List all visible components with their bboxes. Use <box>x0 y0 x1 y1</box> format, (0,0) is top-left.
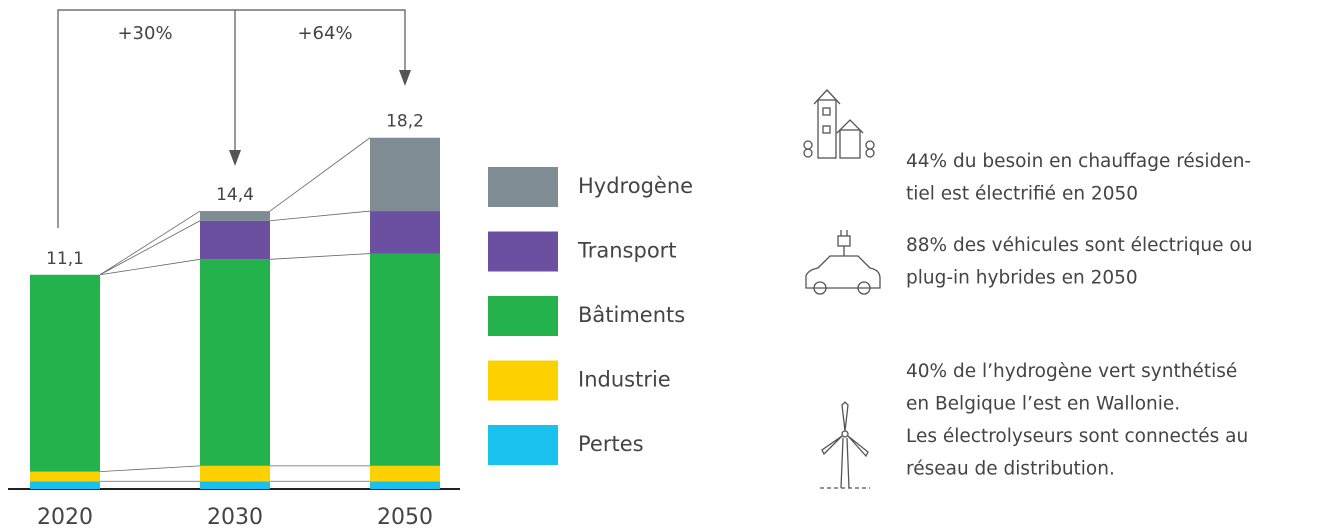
bar-segment <box>370 211 440 254</box>
connector <box>269 137 371 212</box>
legend-label: Hydrogène <box>578 174 693 198</box>
legend-swatch <box>488 360 558 401</box>
bar-segment <box>200 481 270 489</box>
info-text: en Belgique l’est en Wallonie. <box>906 394 1180 415</box>
icon-house <box>803 89 875 159</box>
legend-label: Pertes <box>578 432 644 456</box>
bar-segment <box>200 465 270 482</box>
growth-arrows <box>57 9 406 228</box>
legend-swatch <box>488 231 558 272</box>
info-text: 44% du besoin en chauffage résiden- <box>906 151 1251 172</box>
total-label: 18,2 <box>386 112 424 132</box>
connector <box>269 253 371 260</box>
info-text: tiel est électrifié en 2050 <box>906 184 1138 205</box>
bar-segment <box>370 465 440 482</box>
bar-segment <box>200 211 270 221</box>
legend-label: Industrie <box>578 368 671 392</box>
info-text: 88% des véhicules sont électrique ou <box>906 235 1252 256</box>
annotation: +30% <box>117 23 172 44</box>
connector <box>99 210 201 276</box>
icon-car <box>805 230 881 295</box>
bar-segment <box>370 253 440 466</box>
legend-swatch <box>488 167 558 207</box>
legend-label: Transport <box>577 239 677 263</box>
legend-swatch <box>488 425 558 465</box>
arrow-head <box>399 70 411 86</box>
connector <box>99 220 201 276</box>
legend-label: Bâtiments <box>578 303 685 327</box>
connector <box>99 258 201 276</box>
annotation: +64% <box>297 23 352 44</box>
connector <box>269 210 371 222</box>
bar-segment <box>370 137 440 212</box>
info-text: 40% de l’hydrogène vert synthétisé <box>906 361 1237 382</box>
x-tick-label: 2020 <box>37 505 93 530</box>
bar-segment <box>200 220 270 260</box>
info-text: Les électrolyseurs sont connectés au <box>906 426 1248 447</box>
info-text: réseau de distribution. <box>906 459 1115 480</box>
connector <box>99 465 201 473</box>
bar-segment <box>370 481 440 489</box>
icon-wind-turbine <box>820 401 870 489</box>
bar-segment <box>30 274 100 472</box>
bar-segment <box>200 259 270 466</box>
info-text: plug-in hybrides en 2050 <box>906 268 1138 289</box>
total-label: 14,4 <box>216 185 254 205</box>
bar-segment <box>30 471 100 482</box>
arrow-head <box>229 150 241 166</box>
total-label: 11,1 <box>46 249 84 269</box>
x-tick-label: 2030 <box>207 505 263 530</box>
bar-segment <box>30 481 100 489</box>
legend-swatch <box>488 296 558 336</box>
x-tick-label: 2050 <box>377 505 433 530</box>
